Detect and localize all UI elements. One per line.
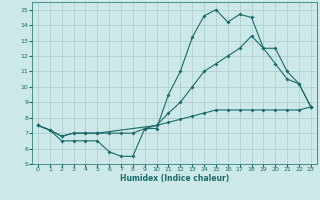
- X-axis label: Humidex (Indice chaleur): Humidex (Indice chaleur): [120, 174, 229, 183]
